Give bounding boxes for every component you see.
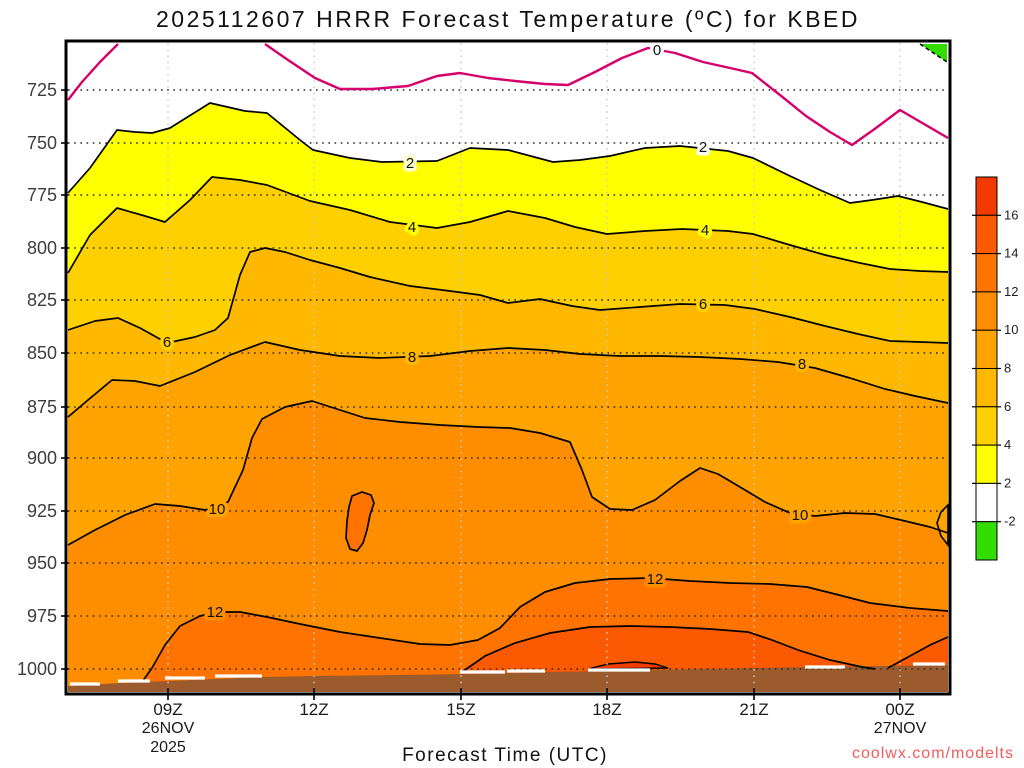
- x-tick-label: 12Z: [299, 700, 328, 719]
- contour-labels-layer: 0 2 2 4 4 6 6 8 8 10 10 12 12: [159, 39, 812, 625]
- axes-layer: 725 750 775 800 825 850 875 900 925 950 975 1000 09Z…: [17, 80, 927, 756]
- y-tick-label: 975: [27, 606, 57, 626]
- contour-line-10: [67, 400, 949, 546]
- contour-label-12: 12: [647, 571, 664, 588]
- contour-label-4: 4: [701, 222, 709, 239]
- contour-line-6: [67, 247, 949, 344]
- x-tick-label: 00Z: [885, 700, 914, 719]
- surface-dashes-layer: [70, 662, 945, 686]
- contour-label-8: 8: [798, 356, 806, 373]
- y-tick-label: 900: [27, 448, 57, 468]
- band-fill-16-lens: [587, 661, 669, 670]
- band-fill-14-arch: [462, 626, 875, 678]
- colorbar-swatch: [975, 521, 998, 561]
- plot-frame: [64, 39, 952, 696]
- contour-line-4: [67, 176, 949, 274]
- colorbar-swatch: [975, 253, 998, 293]
- colorbar-label: 4: [1004, 437, 1011, 452]
- colorbar-label: 6: [1004, 399, 1011, 414]
- chart-title: 2025112607 HRRR Forecast Temperature (ºC…: [156, 6, 860, 32]
- colorbar-label: 14: [1004, 246, 1018, 261]
- colorbar-swatch: [975, 444, 998, 484]
- green-corner-dashed-edge: [919, 43, 948, 63]
- contour-line-14: [461, 625, 876, 673]
- zero-degree-line: [67, 43, 119, 101]
- colorbar-swatch: [975, 482, 998, 523]
- x-date-label: 2025: [150, 739, 186, 756]
- y-tick-label: 750: [27, 133, 57, 153]
- y-tick-label: 875: [27, 397, 57, 417]
- contour-line-12: [141, 577, 949, 683]
- colorbar-label: 10: [1004, 322, 1018, 337]
- surface-layer: [68, 43, 948, 692]
- contour-label-2: 2: [699, 139, 707, 156]
- y-tick-label: 800: [27, 238, 57, 258]
- colorbar-swatch: [975, 176, 998, 216]
- y-tick-label: 850: [27, 343, 57, 363]
- colorbar-label: -2: [1004, 514, 1016, 529]
- colorbar-swatch: [975, 214, 998, 255]
- colorbar-swatch: [975, 329, 998, 370]
- x-tick-label: 18Z: [592, 700, 621, 719]
- contour-label-6: 6: [163, 334, 171, 351]
- x-date-label: 26NOV: [142, 720, 195, 737]
- contour-label-8: 8: [408, 349, 416, 366]
- contour-line-14: [887, 636, 949, 669]
- colorbar-swatch: [975, 368, 998, 408]
- y-tick-label: 825: [27, 290, 57, 310]
- contour-label-4: 4: [408, 219, 416, 236]
- contour-label-2: 2: [406, 155, 414, 172]
- y-tick-label: 950: [27, 553, 57, 573]
- bands-layer: [68, 103, 949, 692]
- colorbar-label: 2: [1004, 475, 1011, 490]
- colorbar-swatch: [975, 406, 998, 446]
- colorbar-label: 16: [1004, 207, 1018, 222]
- contour-label-12: 12: [207, 604, 224, 621]
- contour-closed-12: [345, 491, 375, 552]
- colorbar-label: 12: [1004, 284, 1018, 299]
- contour-label-6: 6: [699, 296, 707, 313]
- watermark: coolwx.com/modelts: [852, 745, 1014, 762]
- y-tick-label: 1000: [17, 659, 57, 679]
- zero-degree-line: [264, 43, 949, 147]
- y-tick-label: 925: [27, 501, 57, 521]
- contour-label-0: 0: [653, 42, 661, 59]
- x-tick-label: 15Z: [446, 700, 475, 719]
- colorbar-label: 8: [1004, 361, 1011, 376]
- x-axis-label: Forecast Time (UTC): [402, 745, 608, 766]
- y-tick-label: 775: [27, 185, 57, 205]
- contour-label-10: 10: [792, 507, 809, 524]
- colorbar-swatch: [975, 291, 998, 331]
- contour-label-10: 10: [209, 501, 226, 518]
- contours-layer: [67, 43, 949, 683]
- surface-band: [68, 665, 948, 692]
- x-tick-label: 21Z: [739, 700, 768, 719]
- x-tick-label: 09Z: [153, 700, 182, 719]
- contour-line-2: [67, 102, 949, 210]
- contour-line-8: [67, 341, 949, 418]
- x-date-label: 27NOV: [874, 720, 927, 737]
- y-tick-label: 725: [27, 80, 57, 100]
- colorbar: 16 14 12 10 8 6 4 2 -2: [972, 176, 1018, 561]
